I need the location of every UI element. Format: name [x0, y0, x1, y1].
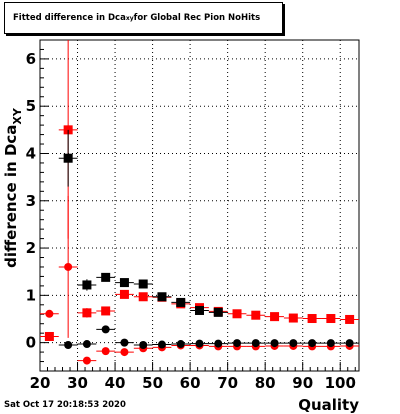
x-tick-label: 90: [292, 374, 313, 392]
data-point: [232, 309, 242, 319]
data-point: [176, 340, 185, 349]
data-point: [101, 306, 111, 316]
data-point: [345, 314, 355, 324]
data-point: [195, 305, 204, 315]
x-tick-label: 40: [105, 374, 126, 392]
x-tick-label: 70: [217, 374, 238, 392]
data-point: [119, 278, 129, 288]
data-point: [64, 262, 73, 271]
data-point: [82, 340, 91, 349]
axis-ticks: 20 30 40 50 60 70 80 90 100 0 1 2 3 4 5 6: [26, 39, 356, 392]
data-point: [195, 339, 204, 348]
data-point: [214, 339, 223, 348]
y-tick-label: 2: [26, 239, 36, 257]
data-point: [251, 310, 261, 320]
chart-title-prefix: Fitted difference in Dca: [13, 13, 126, 23]
data-point: [63, 153, 73, 163]
y-tick-label: 3: [26, 192, 36, 210]
data-point: [119, 289, 129, 299]
data-point: [288, 313, 298, 323]
x-tick-label: 80: [255, 374, 276, 392]
y-tick-label: 0: [26, 334, 36, 352]
data-point: [307, 314, 317, 324]
series-2: [58, 129, 228, 317]
data-point: [45, 309, 54, 318]
data-point: [120, 348, 129, 357]
y-tick-label: 5: [26, 97, 36, 115]
chart-title: Fitted difference in Dca xy for Global Re…: [4, 2, 283, 34]
y-tick-label: 1: [26, 286, 36, 304]
series-4: [58, 325, 359, 349]
data-point: [101, 325, 110, 334]
data-point: [233, 339, 242, 348]
data-point: [82, 280, 92, 290]
x-tick-label: 60: [180, 374, 201, 392]
data-point: [157, 340, 166, 349]
data-point: [101, 272, 111, 282]
data-point: [82, 308, 92, 318]
data-point: [120, 338, 129, 347]
datestamp: Sat Oct 17 20:18:53 2020: [4, 400, 126, 410]
x-tick-label: 30: [67, 374, 88, 392]
y-axis-title: difference in DcaXY: [2, 107, 24, 268]
y-tick-label: 4: [26, 144, 36, 162]
data-point: [213, 307, 223, 317]
data-point: [270, 312, 280, 322]
data-point: [138, 292, 148, 302]
data-point: [101, 347, 110, 356]
data-point: [326, 339, 335, 348]
data-point: [326, 314, 336, 324]
x-tick-label: 20: [30, 374, 51, 392]
data-point: [82, 356, 91, 365]
data-point: [139, 340, 148, 349]
x-tick-label: 50: [142, 374, 163, 392]
data-point: [270, 339, 279, 348]
data-point: [345, 339, 354, 348]
y-tick-label: 6: [26, 50, 36, 68]
data-series: [40, 40, 359, 365]
data-point: [157, 292, 167, 302]
plot-frame: [39, 39, 360, 372]
x-axis-title: Quality: [298, 396, 359, 414]
data-point: [138, 279, 148, 289]
x-tick-label: 100: [325, 374, 356, 392]
data-point: [44, 331, 54, 341]
chart-title-sub: xy: [125, 14, 134, 22]
chart-title-suffix: for Global Rec Pion NoHits: [133, 13, 261, 23]
data-point: [251, 339, 260, 348]
data-point: [289, 339, 298, 348]
series-5: [40, 331, 59, 341]
data-point: [308, 339, 317, 348]
data-point: [64, 340, 73, 349]
data-point: [176, 297, 186, 307]
